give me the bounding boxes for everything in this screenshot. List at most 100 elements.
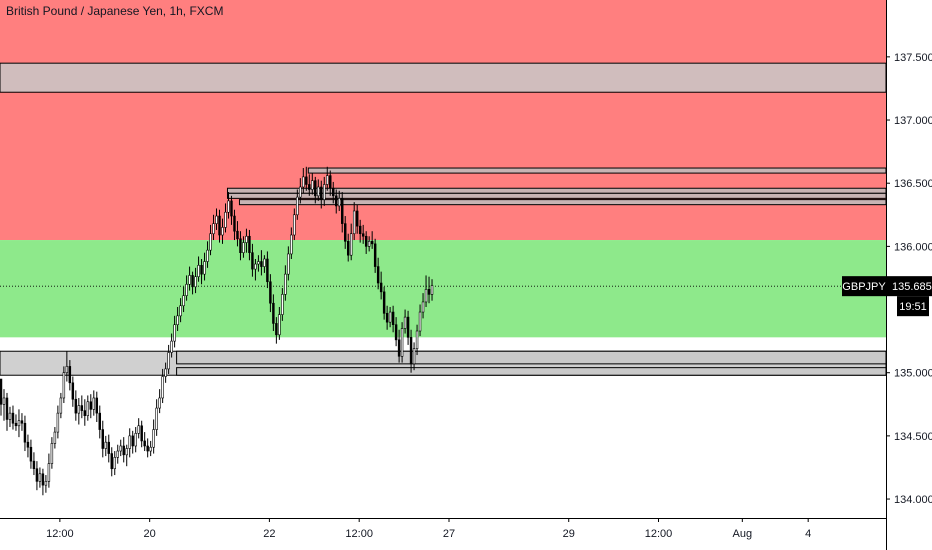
candle-body [335, 195, 338, 207]
candle-body [104, 441, 107, 449]
candle-body [266, 258, 269, 283]
x-tick-label: 12:00 [46, 528, 74, 540]
candle-body [397, 339, 401, 357]
candle-body [26, 441, 30, 448]
candle-body [358, 225, 362, 235]
candle-body [415, 330, 419, 350]
candle-body [107, 441, 110, 454]
candle-body [293, 214, 296, 236]
candle-body [113, 457, 116, 470]
candle-body [32, 460, 36, 470]
candle-body [284, 273, 287, 295]
candle-body [20, 420, 24, 424]
candle-body [59, 397, 63, 414]
level-box [176, 350, 887, 365]
price-tags-layer: GBPJPY 135.685 19:51 [842, 276, 932, 317]
candle-body [83, 410, 87, 416]
candle-body [373, 243, 377, 267]
level-box [307, 167, 887, 174]
candle-body [290, 234, 293, 255]
candle-body [74, 398, 78, 414]
candle-body [227, 200, 230, 213]
candle-body [179, 305, 182, 317]
candle-body [38, 473, 42, 482]
candle-body [269, 281, 272, 304]
candle-body [5, 397, 9, 420]
candle-body [317, 186, 320, 197]
candle-body [275, 323, 278, 336]
y-tick-label: 135.000 [894, 368, 932, 380]
symbol-tag [842, 276, 886, 297]
price-axis-bg [886, 0, 932, 550]
candle-body [206, 249, 209, 262]
candle-body [430, 285, 434, 295]
candle-body [185, 283, 188, 296]
candle-body [254, 263, 257, 270]
candle-body [424, 289, 428, 303]
y-tick-label: 137.000 [894, 115, 932, 127]
candle-body [251, 252, 254, 270]
candle-body [248, 235, 251, 253]
candle-body [50, 443, 54, 464]
candle-body [0, 378, 3, 405]
candle-body [2, 397, 6, 405]
candle-body [305, 176, 308, 185]
candle-body [272, 302, 275, 324]
candle-body [338, 198, 341, 207]
x-tick-label: 22 [263, 528, 275, 540]
candle-body [409, 337, 413, 365]
x-tick-label: Aug [733, 528, 753, 540]
level-box [176, 367, 887, 376]
candle-body [203, 261, 206, 275]
countdown-tag-text: 19:51 [899, 301, 927, 313]
candle-body [200, 265, 203, 275]
candle-body [230, 200, 233, 217]
candle-body [137, 425, 140, 434]
candle-body [158, 397, 161, 409]
candle-body [382, 291, 386, 314]
candle-body [341, 198, 344, 224]
x-tick-label: 20 [144, 528, 156, 540]
x-tick-label: 12:00 [645, 528, 673, 540]
candle-body [412, 348, 416, 365]
candle-body [125, 448, 128, 456]
candle-body [403, 316, 407, 329]
y-tick-label: 134.500 [894, 431, 932, 443]
candle-body [278, 314, 281, 336]
chart-title: British Pound / Japanese Yen, 1h, FXCM [6, 4, 224, 18]
countdown-tag [897, 296, 929, 317]
candles-layer [0, 166, 434, 496]
candle-body [14, 422, 18, 427]
candle-body [364, 235, 368, 247]
y-tick-label: 137.500 [894, 52, 932, 64]
candle-body [308, 184, 311, 190]
candle-body [131, 435, 134, 447]
candle-body [242, 242, 245, 253]
candle-body [296, 196, 299, 216]
candle-body [56, 412, 60, 433]
candle-body [8, 412, 12, 420]
candle-body [134, 433, 137, 447]
candle-body [287, 253, 290, 275]
candle-body [65, 366, 69, 374]
candle-body [29, 446, 33, 462]
candle-body [197, 265, 200, 277]
candle-body [343, 223, 347, 242]
candle-body [119, 445, 122, 452]
candle-body [385, 313, 389, 323]
candle-body [95, 397, 99, 414]
candle-body [376, 266, 380, 284]
x-tick-label: 4 [805, 528, 811, 540]
last-price-tag-text: 135.685 [892, 281, 932, 293]
candle-body [53, 431, 57, 444]
candle-body [367, 241, 371, 247]
candle-body [314, 180, 317, 197]
candle-body [212, 223, 215, 235]
candle-body [260, 261, 263, 267]
x-tick-label: 27 [443, 528, 455, 540]
candle-body [299, 186, 302, 198]
candle-body [400, 328, 404, 357]
candle-body [421, 301, 425, 313]
